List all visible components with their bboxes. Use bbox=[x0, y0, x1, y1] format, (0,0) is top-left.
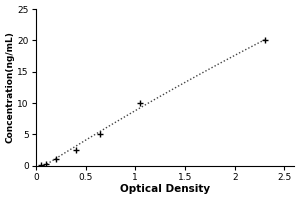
Y-axis label: Concentration(ng/mL): Concentration(ng/mL) bbox=[6, 31, 15, 143]
X-axis label: Optical Density: Optical Density bbox=[120, 184, 210, 194]
